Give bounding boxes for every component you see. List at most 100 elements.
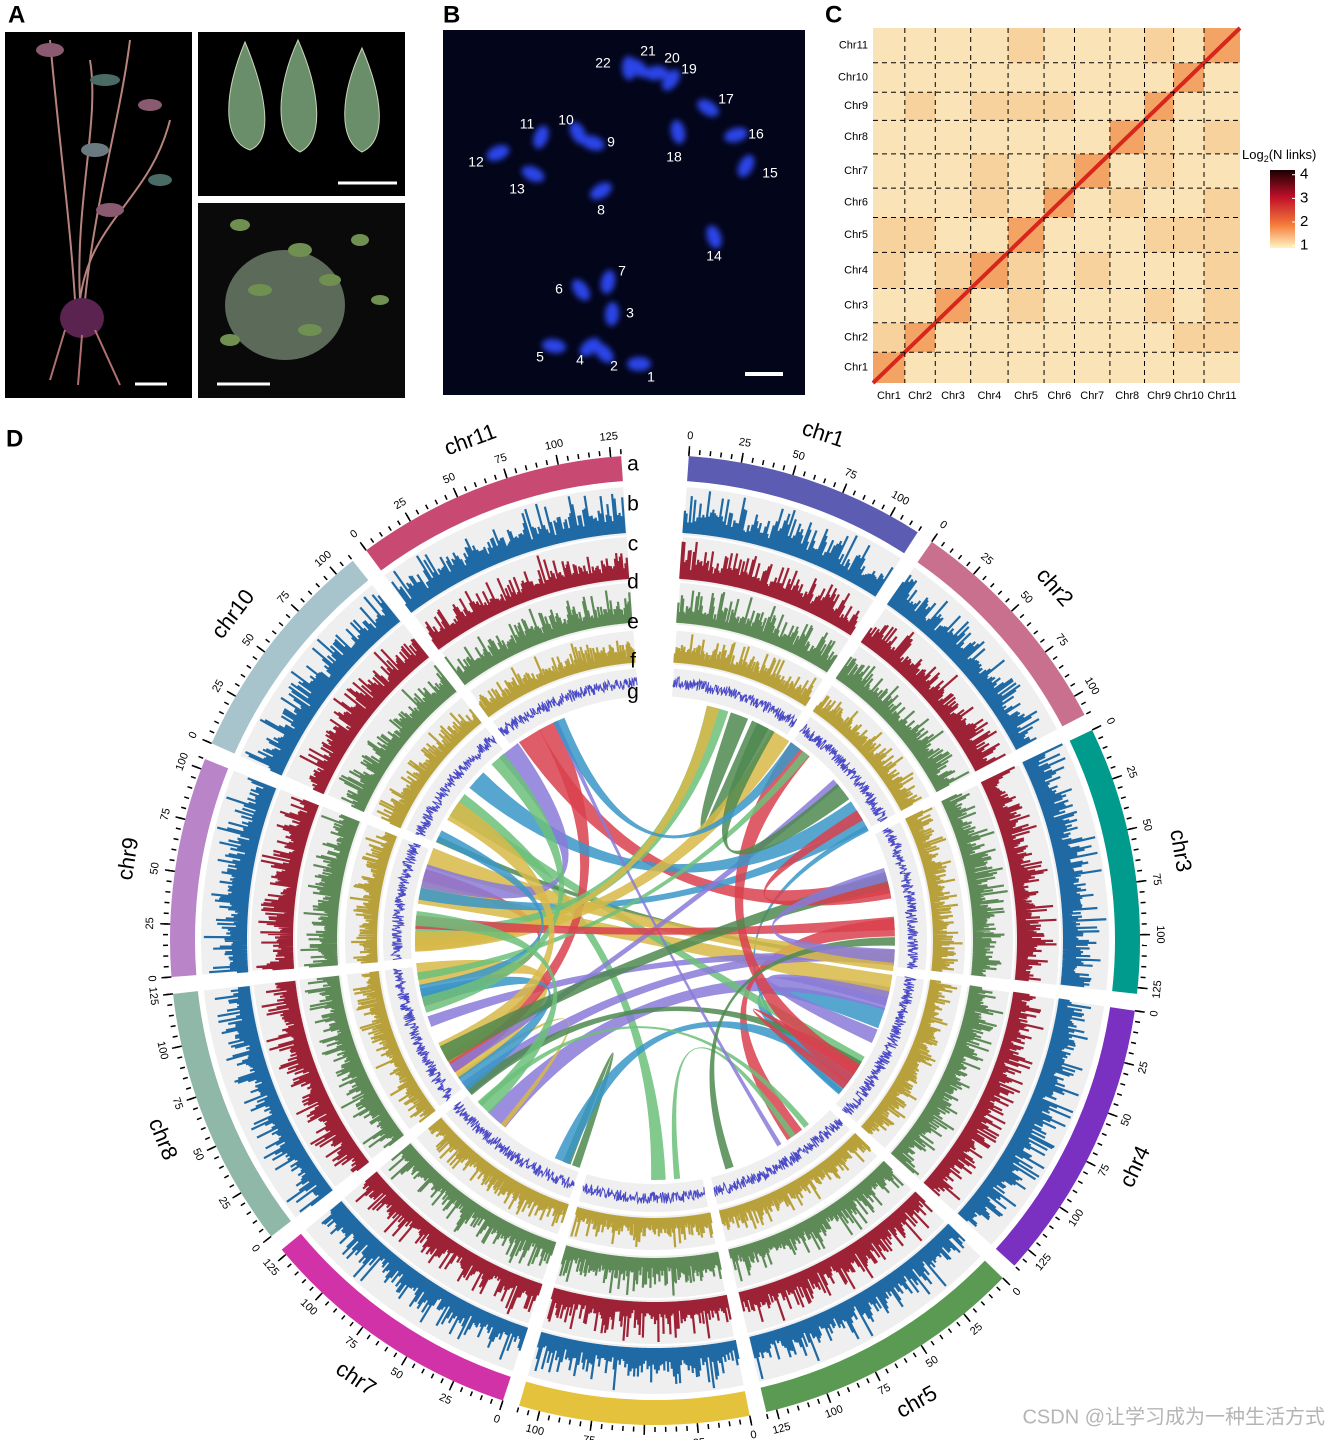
minor-tick: [393, 1352, 398, 1358]
track-bars: [1022, 743, 1107, 988]
major-tick: [1073, 690, 1084, 697]
tick-label: 75: [158, 807, 173, 822]
chromosome-name: chr3: [1165, 827, 1197, 873]
minor-tick: [349, 1321, 354, 1327]
chromosome-number: 18: [666, 149, 682, 165]
chromosome-number: 14: [706, 248, 722, 264]
major-tick: [536, 1410, 541, 1421]
chromosome-number: 19: [681, 61, 697, 77]
heatmap-cell: [970, 322, 1009, 353]
chromosome-number: 10: [558, 112, 574, 128]
heatmap-cell: [1204, 92, 1240, 121]
tick-label: 0: [1104, 716, 1117, 727]
heatmap-cell: [1173, 252, 1205, 289]
photo-plant: [5, 32, 192, 398]
major-tick: [874, 1371, 881, 1382]
track-letter: g: [627, 681, 639, 704]
minor-tick: [285, 613, 291, 619]
tick-label: 100: [312, 549, 334, 570]
track-bars: [559, 1245, 723, 1296]
y-axis-label: Chr1: [844, 362, 868, 374]
major-tick: [826, 1393, 832, 1404]
tick-label: 0: [1011, 1286, 1024, 1299]
track-bars: [203, 777, 277, 974]
minor-tick: [566, 455, 570, 461]
heatmap-cell: [1074, 252, 1110, 289]
tick-label: 25: [392, 496, 409, 513]
heatmap-cell: [904, 352, 936, 383]
heatmap-cell: [1109, 288, 1145, 323]
heatmap-cell: [1144, 288, 1174, 323]
tuber: [60, 298, 104, 338]
heatmap-cell: [935, 322, 971, 353]
heatmap-cell: [970, 62, 1009, 93]
minor-tick: [730, 453, 733, 460]
minor-tick: [577, 453, 580, 460]
minor-tick: [587, 452, 591, 458]
synteny-link: [461, 949, 895, 1095]
track-bars: [682, 491, 894, 597]
minor-tick: [1120, 1082, 1126, 1086]
track-bars: [570, 1206, 714, 1248]
major-tick: [1124, 1061, 1135, 1066]
track-bars: [349, 831, 398, 964]
major-tick: [1107, 1112, 1118, 1118]
chromosome-number: 8: [597, 202, 605, 218]
chromosome-blob: [542, 338, 566, 354]
chromosome-blob: [590, 182, 612, 200]
track-bars: [923, 991, 1044, 1201]
major-tick: [162, 993, 174, 996]
chromosome-blob: [533, 125, 549, 149]
minor-tick: [252, 1219, 258, 1225]
minor-tick: [440, 1378, 444, 1384]
synteny-link: [449, 779, 840, 1073]
minor-tick: [957, 554, 963, 560]
tick-label: 100: [1154, 925, 1166, 943]
tick-label: 25: [738, 436, 752, 450]
minor-tick: [169, 858, 175, 862]
roots: [49, 329, 121, 386]
heatmap-diagonal: [871, 26, 1242, 385]
minor-tick: [187, 785, 193, 789]
heatmap-cell: [1204, 153, 1240, 189]
minor-tick: [1080, 701, 1087, 706]
minor-tick: [881, 504, 886, 510]
heatmap-cell: [935, 217, 971, 253]
tick-label: 100: [823, 1403, 844, 1421]
tick-label: 50: [1119, 1112, 1135, 1128]
tick-label: 0: [492, 1413, 502, 1426]
x-axis-label: Chr1: [877, 390, 901, 402]
track-bars: [352, 971, 436, 1123]
major-tick: [1091, 724, 1102, 731]
chromosome-blob: [486, 145, 510, 161]
chromosome-number: 22: [595, 55, 611, 71]
major-tick: [164, 869, 175, 873]
legend-title-rest: (N links): [1269, 147, 1317, 162]
heatmap-cell: [1109, 28, 1145, 63]
heatmap-cell: [935, 62, 971, 93]
synteny-link: [477, 1026, 809, 1128]
synteny-link: [554, 1021, 858, 1165]
major-tick: [277, 1253, 287, 1262]
tick-label: 0: [145, 975, 157, 982]
x-axis-label: Chr7: [1080, 390, 1104, 402]
track-bars: [534, 1331, 740, 1391]
chromosome-blob: [604, 302, 620, 326]
minor-tick: [568, 1419, 572, 1425]
tick-label: 75: [1150, 873, 1163, 887]
heatmap-cell: [1109, 62, 1145, 93]
tick-label: 100: [154, 1040, 170, 1061]
minor-tick: [1066, 1198, 1072, 1203]
heatmap-cell: [1144, 120, 1174, 154]
minor-tick: [258, 1228, 264, 1233]
minor-tick: [1015, 1266, 1021, 1271]
chromosome-number: 12: [468, 154, 484, 170]
heatmap-cell: [1008, 28, 1045, 63]
major-tick: [972, 566, 981, 575]
major-tick: [920, 1344, 928, 1355]
legend-title-sub: 2: [1264, 154, 1269, 164]
major-tick: [400, 1356, 408, 1366]
heatmap-cell: [935, 352, 971, 383]
tick-label: 75: [170, 1096, 185, 1111]
chromosome-name: chr1: [799, 415, 847, 452]
